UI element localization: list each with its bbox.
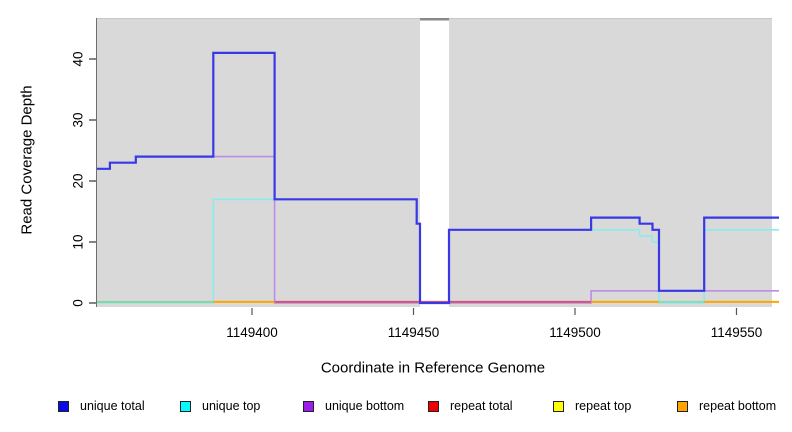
legend-label: repeat total — [450, 399, 513, 413]
legend-item-repeat-total: repeat total — [428, 397, 513, 415]
legend-label: unique total — [80, 399, 145, 413]
masked-region-cap — [419, 18, 450, 21]
legend-item-repeat-top: repeat top — [553, 397, 631, 415]
x-tick-label: 1149400 — [226, 325, 278, 340]
x-tick-label: 1149450 — [388, 325, 440, 340]
legend-item-unique-bottom: unique bottom — [303, 397, 404, 415]
x-tick-label: 1149550 — [711, 325, 763, 340]
y-axis-label: Read Coverage Depth — [18, 85, 36, 235]
y-tick-label: 40 — [71, 51, 86, 66]
coverage-plot: 0 10 20 30 40 1149400 1149450 1149500 1149550 — [71, 18, 779, 340]
y-tick-label: 30 — [71, 112, 86, 127]
series-unique-total — [97, 51, 779, 305]
legend-item-unique-total: unique total — [58, 397, 145, 415]
legend-swatch — [553, 400, 564, 412]
legend-swatch — [303, 400, 314, 412]
legend-label: repeat bottom — [699, 399, 777, 413]
legend-swatch — [180, 400, 191, 412]
y-tick-label: 20 — [71, 173, 86, 188]
legend-swatch — [58, 400, 69, 412]
legend-swatch — [428, 400, 439, 412]
x-axis-label: Coordinate in Reference Genome — [320, 359, 546, 377]
legend-item-repeat-bottom: repeat bottom — [677, 397, 776, 415]
legend-label: unique bottom — [325, 399, 405, 413]
y-tick-label: 10 — [71, 234, 86, 249]
masked-region — [419, 18, 450, 307]
x-tick-label: 1149500 — [549, 325, 601, 340]
legend: unique total unique top unique bottom repea… — [0, 397, 792, 419]
y-tick-label: 0 — [71, 299, 86, 307]
legend-label: unique top — [202, 399, 261, 413]
legend-label: repeat top — [575, 399, 632, 413]
legend-item-unique-top: unique top — [180, 397, 260, 415]
legend-swatch — [677, 400, 688, 412]
